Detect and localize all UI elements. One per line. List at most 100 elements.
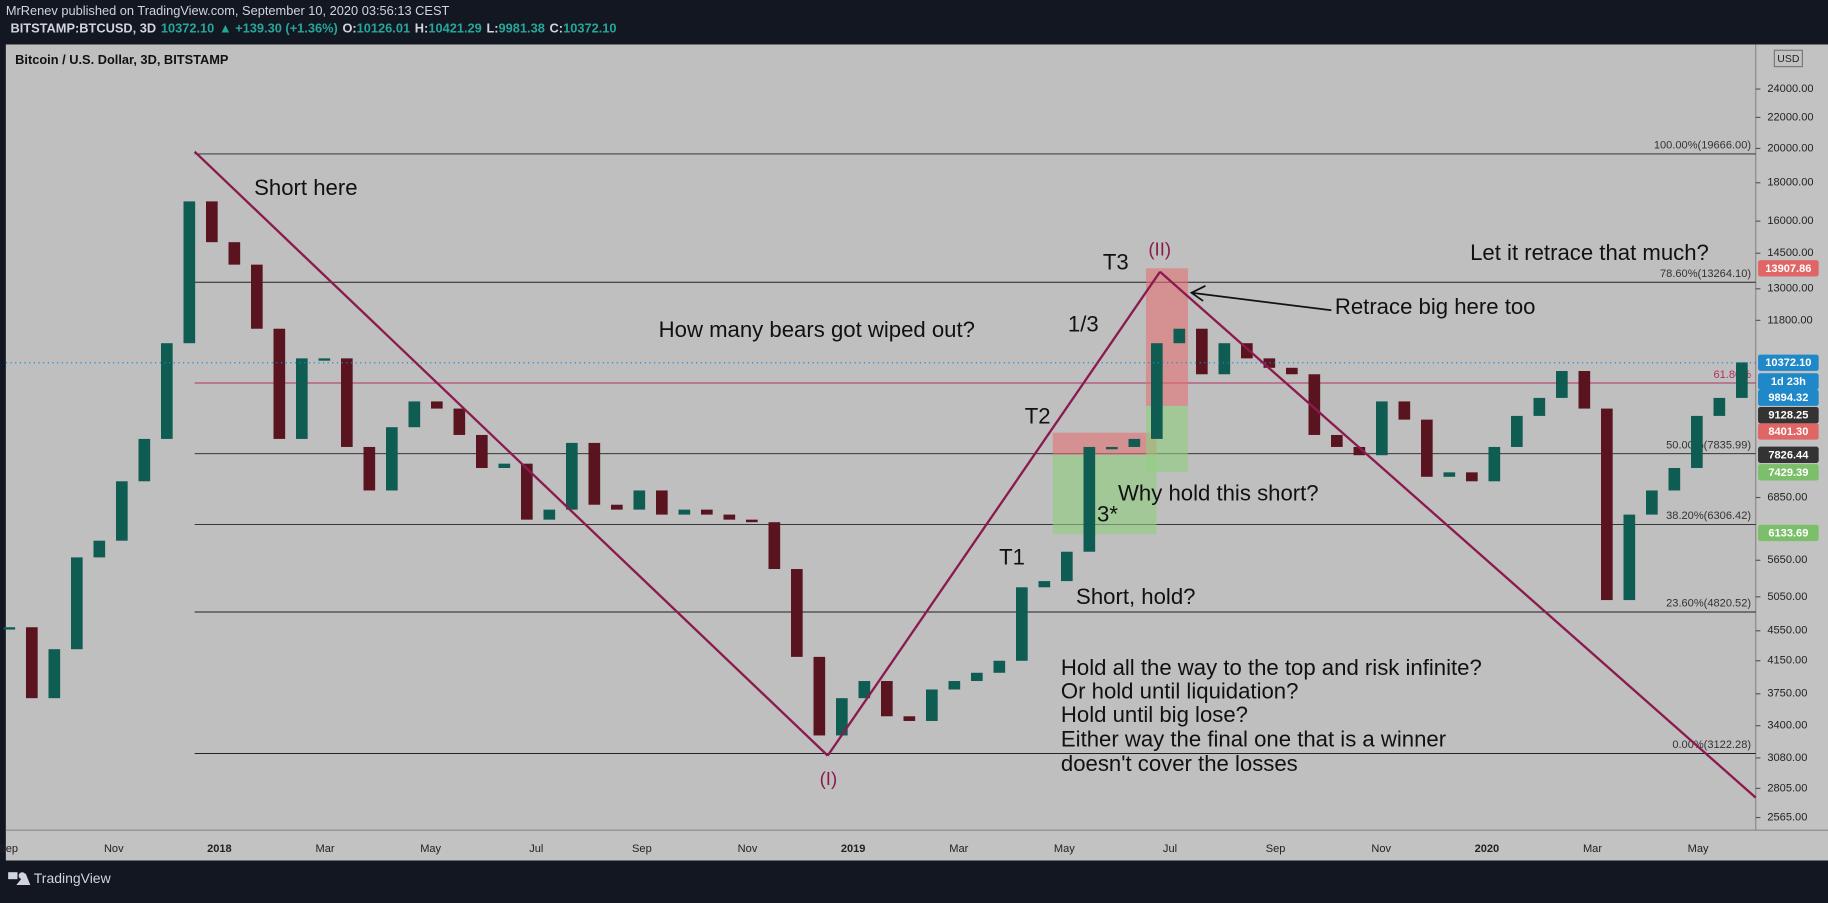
price-badge <box>1758 389 1819 406</box>
annotation: Hold all the way to the top and risk inf… <box>1061 655 1482 680</box>
annotation: 3* <box>1097 501 1118 526</box>
candle <box>1173 328 1186 344</box>
trend-line <box>1159 270 1757 799</box>
candle <box>1668 467 1681 491</box>
price: 10372.10 <box>161 21 214 36</box>
candle <box>836 698 848 736</box>
fib-label: 23.60%(4820.52) <box>1666 598 1751 610</box>
candle <box>1241 343 1253 359</box>
annotation: T2 <box>1025 403 1051 428</box>
annotation: (I) <box>820 768 838 789</box>
candle <box>160 343 173 439</box>
price-badge <box>1758 354 1819 371</box>
candle <box>971 672 983 682</box>
candle <box>476 434 488 468</box>
candle <box>1398 401 1411 420</box>
position-boxes <box>1052 268 1188 535</box>
candle <box>1443 472 1456 477</box>
annotation: How many bears got wiped out? <box>659 317 975 342</box>
candle <box>498 463 511 468</box>
pane-title: Bitcoin / U.S. Dollar, 3D, BITSTAMP <box>15 52 229 67</box>
x-tick-label: Nov <box>1371 843 1391 855</box>
fib-label: 38.20%(6306.42) <box>1666 510 1751 522</box>
y-tick-label: 3750.00 <box>1767 688 1807 700</box>
y-tick-label: 3080.00 <box>1767 752 1807 764</box>
ohlc-value: 10126.01 <box>357 21 410 36</box>
time-axis <box>5 830 1828 861</box>
symbol-info: BITSTAMP:BTCUSD, 3D 10372.10 ▲ +139.30 (+1… <box>10 21 616 36</box>
price-badge-label: 6133.69 <box>1768 527 1808 539</box>
candle <box>633 490 646 510</box>
y-tick-label: 20000.00 <box>1767 142 1813 154</box>
candle <box>881 681 893 717</box>
trend-line <box>826 271 1161 757</box>
y-tick-label: 6850.00 <box>1767 491 1807 503</box>
logo-shape <box>8 872 18 880</box>
candle <box>70 557 83 650</box>
y-tick-label: 16000.00 <box>1767 215 1813 227</box>
candle <box>768 522 781 570</box>
candle <box>1646 490 1658 515</box>
candle <box>791 569 803 657</box>
price-badge <box>1758 407 1819 424</box>
candle <box>1578 371 1591 409</box>
candle <box>1016 587 1028 661</box>
candle <box>903 716 916 721</box>
risk-box <box>1052 432 1157 455</box>
annotation: 1/3 <box>1068 311 1099 336</box>
candle <box>1488 446 1501 482</box>
candle <box>205 201 218 243</box>
y-tick-label: 4150.00 <box>1767 655 1807 667</box>
currency: USD <box>1777 54 1800 65</box>
publish-info: MrRenev published on TradingView.com, Se… <box>6 3 450 18</box>
price-badge-label: 7826.44 <box>1768 449 1809 461</box>
candle <box>566 442 578 510</box>
candle <box>1331 434 1343 447</box>
trend-line <box>193 150 829 757</box>
symbol: BITSTAMP:BTCUSD, 3D <box>10 21 156 36</box>
x-tick-label: Jul <box>1163 843 1177 855</box>
candle <box>228 242 241 265</box>
candle <box>431 401 443 409</box>
x-tick-label: Nov <box>738 843 758 855</box>
annotation: Hold until big lose? <box>1061 702 1248 727</box>
candle <box>1128 438 1141 447</box>
annotation: Either way the final one that is a winne… <box>1061 726 1446 751</box>
annotation: doesn't cover the losses <box>1061 751 1298 776</box>
arrow-head <box>1189 285 1206 302</box>
y-tick-label: 18000.00 <box>1767 177 1813 189</box>
candle <box>588 442 601 505</box>
price-badge <box>1758 373 1819 390</box>
price-badge-label: 7429.39 <box>1768 467 1808 479</box>
candle <box>723 514 736 520</box>
x-tick-label: 2020 <box>1475 843 1500 855</box>
x-tick-label: Mar <box>949 843 968 855</box>
price-badge-label: 9128.25 <box>1768 410 1808 422</box>
trend-lines <box>193 150 1757 799</box>
candle <box>948 681 961 690</box>
y-tick-label: 11800.00 <box>1767 314 1812 326</box>
x-tick-label: Mar <box>1583 843 1602 855</box>
y-tick-label: 2565.00 <box>1767 811 1807 823</box>
candle <box>1038 581 1051 588</box>
footer-bar <box>0 860 1828 898</box>
y-tick-label: 2805.00 <box>1767 782 1807 794</box>
candle <box>1151 343 1163 439</box>
annotation: Or hold until liquidation? <box>1061 678 1299 703</box>
candle <box>1218 343 1231 375</box>
annotation: (II) <box>1148 239 1171 260</box>
candle <box>115 481 128 541</box>
annotation: Retrace big here too <box>1335 294 1536 319</box>
price-badge <box>1758 446 1819 463</box>
candle <box>1083 446 1096 552</box>
annotation: Why hold this short? <box>1118 480 1319 505</box>
candle <box>993 660 1006 673</box>
candle <box>1106 446 1118 450</box>
candle <box>926 689 938 721</box>
candle <box>813 656 826 736</box>
y-tick-label: 14500.00 <box>1767 247 1813 259</box>
y-tick-label: 13000.00 <box>1767 283 1813 295</box>
candle <box>183 201 196 344</box>
candle <box>1511 415 1523 447</box>
price-badge-label: 13907.86 <box>1765 263 1811 275</box>
